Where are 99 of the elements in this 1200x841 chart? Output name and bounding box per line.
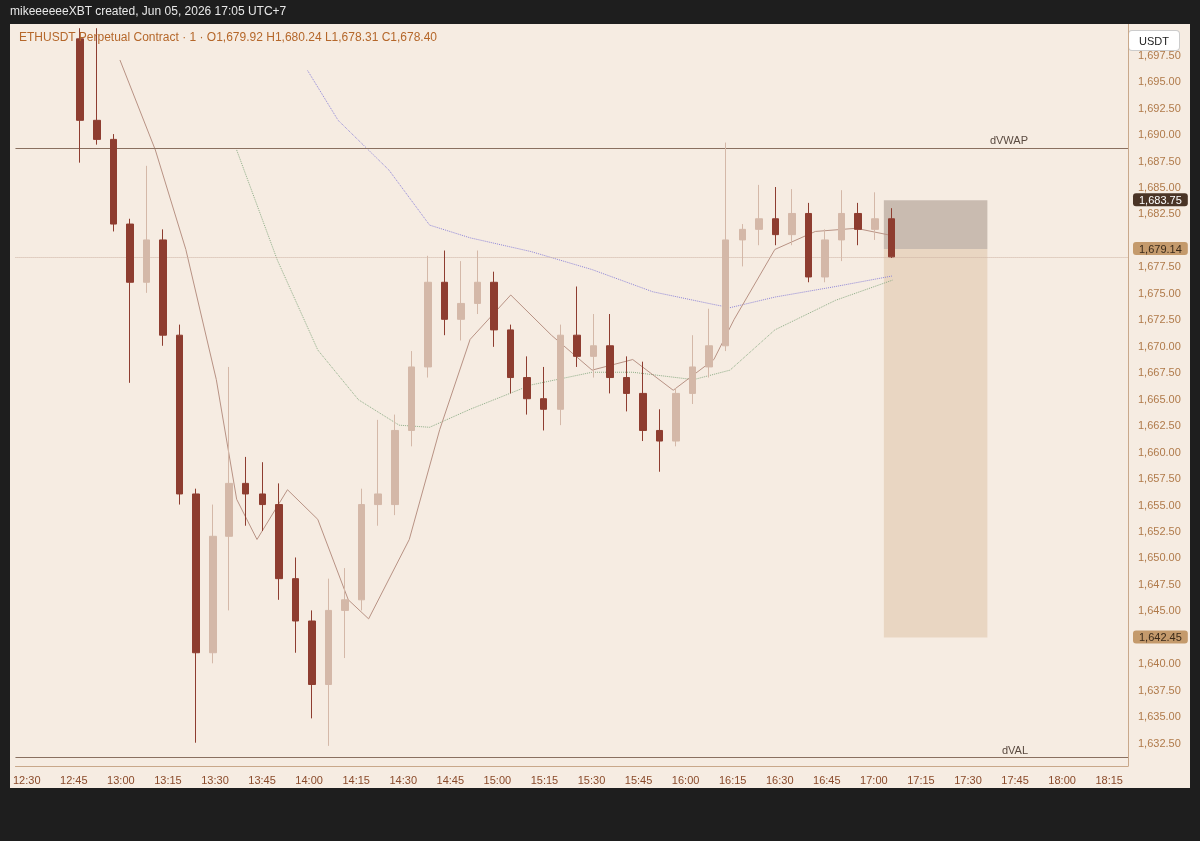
y-tick-label: 1,640.00	[1138, 657, 1181, 670]
candlestick	[854, 202, 862, 246]
candlestick	[755, 184, 763, 246]
candlestick	[308, 609, 316, 719]
candlestick	[441, 250, 448, 336]
candlestick	[557, 324, 564, 426]
candlestick	[788, 188, 796, 246]
candlestick	[110, 133, 117, 232]
line-series	[236, 149, 893, 428]
text: 1,683.75	[1139, 193, 1182, 206]
ref-line-label: dVWAP	[989, 134, 1028, 147]
y-tick-label: 1,672.50	[1138, 313, 1181, 326]
candlestick	[672, 387, 680, 447]
x-tick-label: 13:00	[107, 773, 135, 786]
y-tick-label: 1,697.50	[1138, 48, 1181, 61]
candlestick	[192, 488, 200, 744]
y-tick-label: 1,647.50	[1138, 577, 1181, 590]
y-tick-label: 1,687.50	[1138, 154, 1181, 167]
candlestick	[490, 271, 498, 348]
x-tick-label: 15:30	[577, 773, 606, 786]
y-tick-label: 1,655.00	[1138, 498, 1181, 511]
candlestick	[176, 324, 183, 506]
x-tick-label: 17:15	[907, 773, 935, 786]
candlestick	[209, 504, 217, 664]
candlestick	[242, 456, 249, 527]
x-tick-label: 16:15	[718, 773, 747, 786]
y-tick-label: 1,682.50	[1138, 207, 1181, 220]
x-tick-label: 18:00	[1048, 773, 1076, 786]
y-tick-label: 1,637.50	[1138, 683, 1181, 696]
candlestick	[573, 286, 581, 368]
y-tick-label: 1,662.50	[1138, 419, 1181, 432]
candlestick	[159, 228, 167, 347]
y-tick-label: 1,670.00	[1138, 339, 1181, 352]
candlestick	[606, 313, 614, 394]
x-tick-label: 17:45	[1001, 773, 1029, 786]
y-tick-label: 1,677.50	[1138, 260, 1181, 273]
y-tick-label: 1,667.50	[1138, 366, 1181, 379]
candlestick	[888, 207, 895, 259]
candlestick	[772, 186, 779, 246]
line-series	[307, 70, 893, 309]
x-tick-label: 15:00	[483, 773, 512, 786]
x-tick-label: 15:45	[624, 773, 653, 786]
candlestick	[408, 350, 415, 447]
candlestick	[126, 218, 134, 384]
x-tick-label: 17:00	[860, 773, 888, 786]
x-tick-label: 14:30	[389, 773, 418, 786]
y-tick-label: 1,650.00	[1138, 551, 1181, 564]
candlestick	[275, 482, 283, 601]
x-tick-label: 14:00	[295, 773, 323, 786]
x-tick-label: 16:30	[765, 773, 794, 786]
y-axis-title: USDT	[1139, 34, 1170, 47]
candlestick	[656, 408, 663, 473]
y-tick-label: 1,657.50	[1138, 472, 1181, 485]
y-tick-label: 1,660.00	[1138, 445, 1181, 458]
candlestick	[623, 355, 630, 412]
y-tick-label: 1,635.00	[1138, 710, 1181, 723]
text: 1,642.45	[1139, 630, 1182, 643]
x-tick-label: 16:00	[671, 773, 700, 786]
x-tick-label: 17:30	[954, 773, 982, 786]
candlestick	[590, 313, 597, 379]
y-tick-label: 1,632.50	[1138, 736, 1181, 749]
y-tick-label: 1,695.00	[1138, 75, 1181, 88]
ref-line-label: dVAL	[1001, 744, 1028, 757]
candlestick	[325, 578, 332, 747]
x-tick-label: 12:45	[60, 773, 88, 786]
candlestick	[374, 419, 382, 527]
y-tick-label: 1,675.00	[1138, 286, 1181, 299]
candlestick	[540, 366, 547, 431]
x-tick-label: 13:15	[154, 773, 182, 786]
x-tick-label: 14:15	[342, 773, 370, 786]
y-tick-label: 1,652.50	[1138, 525, 1181, 538]
candlestick	[259, 461, 266, 532]
y-tick-label: 1,665.00	[1138, 392, 1181, 405]
candlestick	[292, 556, 299, 654]
candlestick	[507, 324, 514, 394]
candlestick	[457, 260, 465, 341]
candlestick	[639, 361, 647, 442]
y-tick-label: 1,692.50	[1138, 101, 1181, 114]
candlestick	[805, 202, 812, 283]
candlestick	[391, 414, 399, 516]
text: 1,679.14	[1139, 242, 1182, 255]
x-tick-label: 15:15	[530, 773, 559, 786]
x-tick-label: 18:15	[1095, 773, 1123, 786]
x-tick-label: 16:45	[813, 773, 841, 786]
candlestick	[341, 567, 349, 659]
candlestick	[523, 355, 531, 416]
y-tick-label: 1,690.00	[1138, 128, 1181, 141]
candlestick	[689, 334, 696, 405]
x-tick-label: 13:45	[248, 773, 276, 786]
y-tick-label: 1,645.00	[1138, 604, 1181, 617]
candlestick	[358, 488, 365, 611]
x-tick-label: 13:30	[201, 773, 229, 786]
chart-subtitle: mikeeeeeeXBT created, Jun 05, 2026 17:05 UTC+7	[10, 4, 287, 18]
candlestick	[871, 191, 879, 241]
candlestick	[705, 308, 713, 379]
y-tick-label: 1,685.00	[1138, 181, 1181, 194]
x-tick-label: 12:30	[13, 773, 41, 786]
candlestick	[225, 366, 233, 611]
x-tick-label: 14:45	[436, 773, 465, 786]
